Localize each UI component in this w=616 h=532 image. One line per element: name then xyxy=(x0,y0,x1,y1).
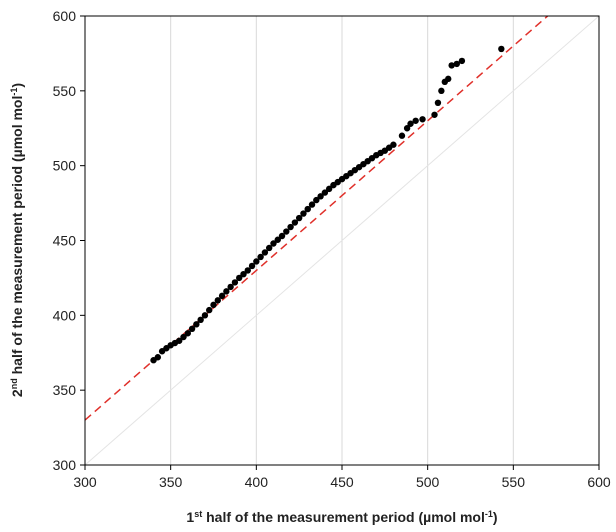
point xyxy=(458,57,466,65)
point xyxy=(261,249,269,256)
point xyxy=(283,228,290,235)
y-tick-label: 400 xyxy=(53,307,77,323)
x-tick-label: 400 xyxy=(245,474,269,490)
point xyxy=(498,45,505,53)
point xyxy=(227,283,234,291)
reference-line xyxy=(85,16,599,465)
point xyxy=(188,325,196,333)
point xyxy=(325,185,333,193)
point xyxy=(317,193,324,200)
point xyxy=(453,60,460,68)
plot-frame xyxy=(84,15,600,466)
x-label-part: half of the measurement period (µmol mol xyxy=(202,509,485,525)
point xyxy=(244,267,251,274)
x-label-part: st xyxy=(194,509,202,519)
x-tick-label: 600 xyxy=(587,474,611,490)
y-tick-label: 450 xyxy=(53,233,77,249)
x-tick-label: 450 xyxy=(330,474,354,490)
point xyxy=(321,189,329,196)
y-tick-label: 550 xyxy=(53,83,77,99)
y-tick-label: 350 xyxy=(53,382,77,398)
point xyxy=(407,120,414,127)
point xyxy=(287,223,294,231)
point xyxy=(398,132,406,139)
point xyxy=(431,111,438,118)
x-tick-label: 550 xyxy=(502,474,526,490)
x-axis-label: 1st half of the measurement period (µmol… xyxy=(186,509,497,525)
point xyxy=(438,87,445,95)
point xyxy=(412,117,419,124)
point xyxy=(231,279,239,286)
point xyxy=(265,244,273,252)
point xyxy=(390,141,397,148)
point xyxy=(206,306,213,314)
point xyxy=(253,258,260,265)
point xyxy=(180,333,187,341)
x-tick-label: 350 xyxy=(159,474,183,490)
point xyxy=(419,116,426,123)
point xyxy=(236,274,243,282)
point xyxy=(223,288,230,295)
x-label-part: -1 xyxy=(485,509,493,519)
point xyxy=(434,99,442,107)
point xyxy=(313,196,320,204)
x-label-part: ) xyxy=(493,509,498,525)
point xyxy=(218,292,226,300)
point xyxy=(210,301,217,309)
y-label-part: nd xyxy=(9,378,19,389)
y-label-part: -1 xyxy=(9,88,19,96)
y-label-part: ) xyxy=(9,83,25,88)
point xyxy=(176,337,183,344)
x-label-part: 1 xyxy=(186,509,194,525)
point xyxy=(248,262,256,270)
point xyxy=(448,62,455,69)
y-label-part: half of the measurement period (µmol mol xyxy=(9,96,25,379)
point xyxy=(184,330,191,337)
point xyxy=(270,240,277,247)
point xyxy=(278,232,286,240)
point xyxy=(308,201,316,208)
point xyxy=(257,253,264,261)
x-tick-label: 300 xyxy=(73,474,97,490)
point xyxy=(193,321,200,328)
point xyxy=(304,205,311,213)
point xyxy=(300,210,307,217)
y-axis-label: 2nd half of the measurement period (µmol… xyxy=(9,83,25,397)
point xyxy=(154,354,162,361)
point xyxy=(291,219,299,226)
point xyxy=(214,297,221,304)
point xyxy=(201,312,209,319)
x-tick-label: 500 xyxy=(416,474,440,490)
y-label-part: 2 xyxy=(9,389,25,397)
point xyxy=(274,236,281,243)
point xyxy=(403,125,411,132)
point xyxy=(240,270,247,278)
y-tick-label: 600 xyxy=(53,8,77,24)
point xyxy=(197,316,204,324)
point xyxy=(295,214,303,222)
y-tick-label: 300 xyxy=(53,457,77,473)
y-tick-label: 500 xyxy=(53,158,77,174)
reference-line xyxy=(85,16,549,421)
plot-area: 300 350 400 450 500 550 600 300 350 400 450 500 550 6… xyxy=(53,8,611,490)
point xyxy=(445,75,452,83)
